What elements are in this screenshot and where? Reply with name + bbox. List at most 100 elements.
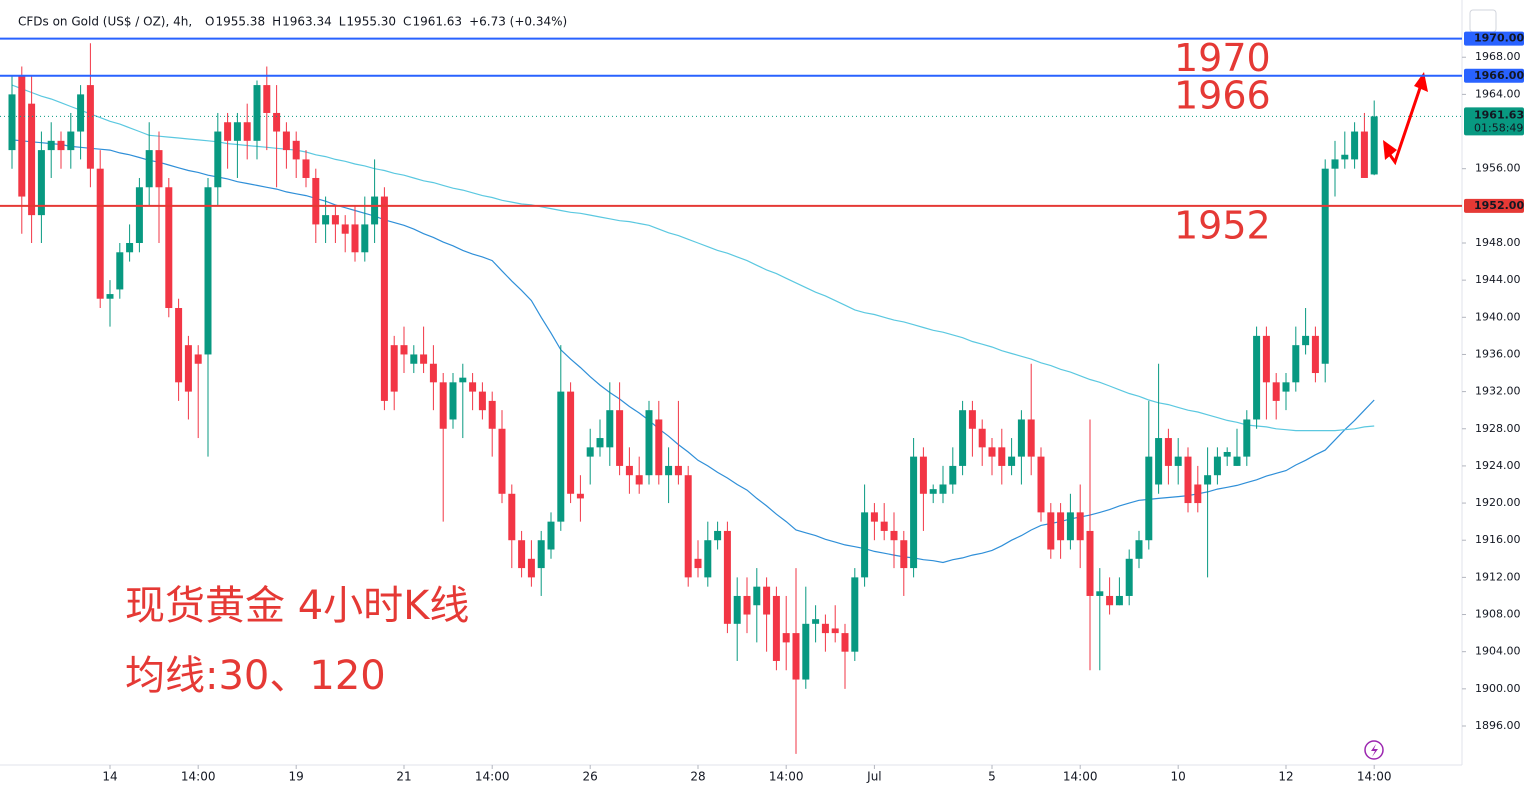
x-tick-label: 14	[102, 770, 117, 784]
x-tick-label: 10	[1171, 770, 1186, 784]
y-tick-label: 1964.00	[1475, 87, 1521, 100]
candle-body	[126, 242, 134, 253]
x-tick-label: 21	[396, 770, 411, 784]
x-tick-label: Jul	[866, 770, 881, 784]
candle-body	[312, 177, 320, 225]
candle-body	[674, 465, 682, 476]
candle-body	[1282, 382, 1290, 392]
candle-body	[390, 345, 398, 392]
candle-body	[1272, 382, 1280, 401]
candle-body	[67, 131, 75, 151]
candle-body	[978, 428, 986, 448]
candle-body	[420, 354, 428, 364]
candle-body	[596, 438, 604, 448]
candle-body	[204, 187, 212, 355]
candle-body	[1096, 591, 1104, 596]
level-label-box	[1464, 68, 1524, 83]
candle-body	[1311, 335, 1319, 374]
candle-body	[1262, 335, 1270, 383]
candle-body	[1037, 456, 1045, 513]
candle-body	[1076, 512, 1084, 541]
candle-body	[625, 465, 633, 476]
candle-body	[1360, 131, 1368, 178]
candle-body	[459, 377, 467, 383]
candle-body	[890, 530, 898, 541]
last-price-box	[1464, 107, 1524, 136]
candle-body	[273, 112, 281, 132]
candle-body	[1066, 512, 1074, 541]
candle-body	[802, 623, 810, 680]
candle-body	[567, 391, 575, 494]
candle-body	[1017, 419, 1025, 457]
candle-body	[1008, 456, 1016, 466]
candle-body	[821, 623, 829, 634]
candle-body	[302, 159, 310, 178]
ohlc-value: 1955.30	[346, 15, 396, 29]
x-tick-label: 26	[583, 770, 598, 784]
candle-body	[253, 85, 261, 141]
x-tick-label: 12	[1278, 770, 1293, 784]
lightning-glyph	[1371, 744, 1378, 757]
moving-average-line	[11, 84, 1375, 432]
candle-body	[1106, 595, 1114, 606]
candle-body	[282, 131, 290, 151]
y-tick-label: 1968.00	[1475, 50, 1521, 63]
y-tick-label: 1928.00	[1475, 422, 1521, 435]
candle-body	[782, 633, 790, 643]
candle-body	[410, 354, 418, 364]
settings-button[interactable]	[1469, 9, 1497, 33]
ohlc-key: H	[272, 15, 281, 29]
candle-body	[851, 577, 859, 652]
x-tick-label: 19	[289, 770, 304, 784]
candle-body	[1155, 438, 1163, 485]
arrow-head	[1414, 72, 1428, 92]
candle-body	[175, 308, 183, 383]
x-tick-label: 14:00	[769, 770, 804, 784]
candle-body	[351, 224, 359, 253]
lightning-icon[interactable]	[1364, 740, 1384, 760]
y-tick-label: 1904.00	[1475, 645, 1521, 658]
y-tick-label: 1936.00	[1475, 347, 1521, 360]
candle-body	[665, 465, 673, 476]
candle-body	[880, 521, 888, 531]
candle-body	[1351, 131, 1359, 160]
y-tick-label: 1912.00	[1475, 570, 1521, 583]
candle-body	[380, 196, 388, 401]
candle-body	[86, 85, 94, 169]
candle-body	[714, 530, 722, 541]
chart-annotation: 均线:30、120	[125, 653, 386, 699]
x-tick-label: 28	[690, 770, 705, 784]
symbol: CFDs on Gold (US$ / OZ), 4h,	[18, 15, 192, 29]
x-tick-label: 14:00	[475, 770, 510, 784]
ohlc-value: 1963.34	[282, 15, 332, 29]
candle-body	[1331, 159, 1339, 169]
last-price-label: 1961.63	[1474, 108, 1524, 121]
candle-body	[77, 94, 85, 132]
ohlc-value: 1955.38	[215, 15, 265, 29]
candle-body	[1243, 419, 1251, 457]
candle-body	[704, 540, 712, 578]
candle-body	[1047, 512, 1055, 550]
candle-body	[988, 447, 996, 457]
candle-body	[861, 512, 869, 578]
candle-body	[723, 530, 731, 624]
candle-body	[763, 586, 771, 615]
candle-body	[1184, 456, 1192, 504]
candle-body	[155, 150, 163, 188]
y-tick-label: 1908.00	[1475, 608, 1521, 621]
candle-body	[1057, 512, 1065, 541]
candle-body	[1341, 154, 1349, 160]
candle-body	[57, 140, 65, 151]
candle-body	[900, 540, 908, 569]
candle-body	[322, 215, 330, 225]
candle-body	[233, 122, 241, 141]
candle-body	[1164, 438, 1172, 466]
candle-body	[214, 131, 222, 188]
candle-body	[841, 633, 849, 652]
ohlc-key: O	[205, 15, 214, 29]
candle-body	[527, 558, 535, 578]
candle-body	[1115, 595, 1123, 606]
candle-body	[1292, 345, 1300, 383]
candle-body	[1302, 335, 1310, 346]
